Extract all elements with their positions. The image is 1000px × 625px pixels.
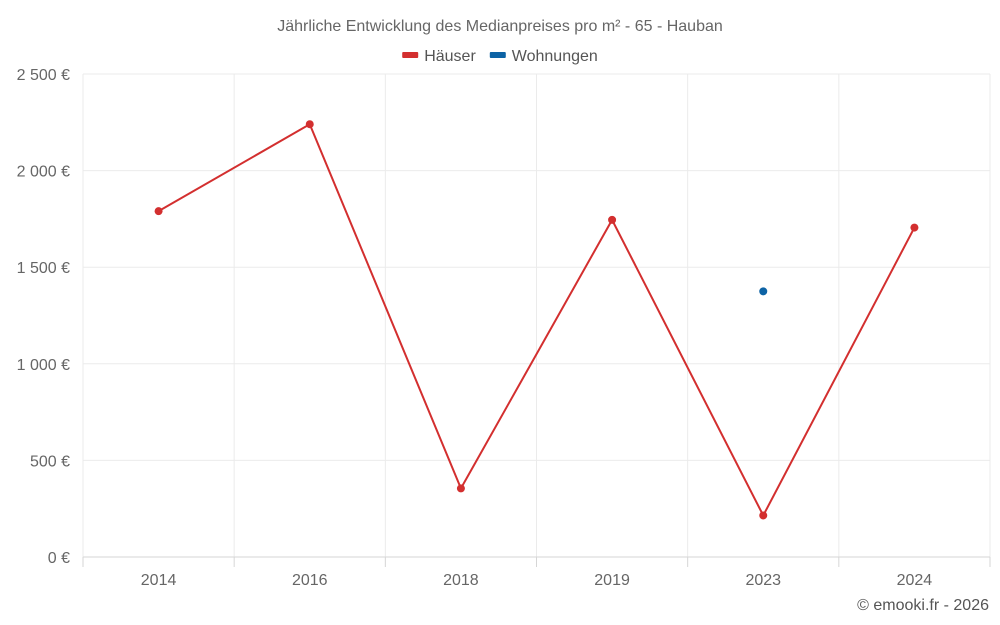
x-tick-label: 2018 xyxy=(443,572,479,589)
data-point[interactable] xyxy=(608,215,617,224)
series-wohnungen xyxy=(759,287,768,296)
x-tick-label: 2024 xyxy=(897,572,933,589)
x-tick-label: 2023 xyxy=(745,572,781,589)
y-tick-label: 2 500 € xyxy=(17,67,70,84)
data-point[interactable] xyxy=(154,207,163,216)
legend-swatch xyxy=(489,52,506,58)
legend-item-wohnungen[interactable]: Wohnungen xyxy=(489,48,598,65)
legend-item-h-user[interactable]: Häuser xyxy=(402,48,476,65)
x-tick-label: 2019 xyxy=(594,572,630,589)
legend-swatch xyxy=(402,52,419,58)
data-point[interactable] xyxy=(456,484,465,493)
series-h-user xyxy=(154,120,919,520)
legend-label: Wohnungen xyxy=(512,48,598,65)
y-tick-label: 2 000 € xyxy=(17,164,70,181)
y-tick-label: 1 500 € xyxy=(17,260,70,277)
data-point[interactable] xyxy=(305,120,314,129)
credit-label: © emooki.fr - 2026 xyxy=(857,597,989,614)
y-tick-label: 0 € xyxy=(48,550,70,567)
y-tick-label: 500 € xyxy=(30,453,70,470)
series-layer xyxy=(154,120,919,520)
y-axis: 0 € 500 € 1 000 € 1 500 € 2 000 € 2 500 € xyxy=(17,67,70,567)
chart-title: Jährliche Entwicklung des Medianpreises … xyxy=(277,18,723,35)
data-point[interactable] xyxy=(759,287,768,296)
legend: Häuser Wohnungen xyxy=(402,48,598,65)
data-point[interactable] xyxy=(910,223,919,232)
data-point[interactable] xyxy=(759,511,768,520)
x-axis: 2014 2016 2018 2019 2023 2024 xyxy=(82,556,991,589)
series-line xyxy=(158,123,916,517)
grid xyxy=(82,73,991,557)
legend-label: Häuser xyxy=(424,48,476,65)
x-tick-label: 2014 xyxy=(141,572,177,589)
x-tick-label: 2016 xyxy=(292,572,328,589)
y-tick-label: 1 000 € xyxy=(17,357,70,374)
